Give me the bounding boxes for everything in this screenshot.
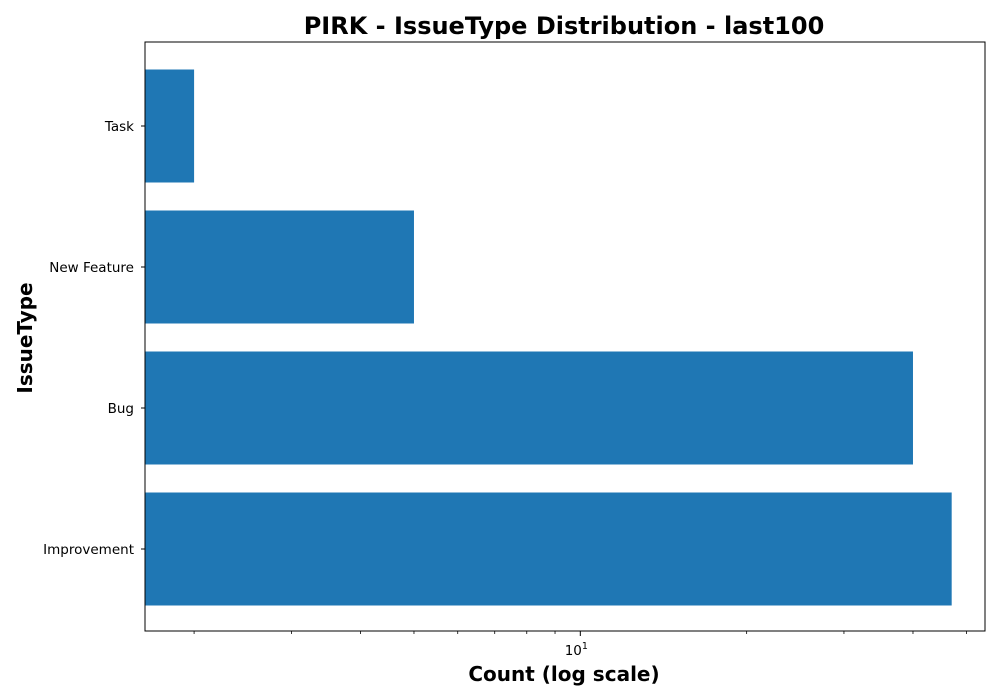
y-tick-label-task: Task xyxy=(104,119,134,135)
bar-improvement xyxy=(145,492,952,606)
y-axis-ticks: Task New Feature Bug Improvement xyxy=(43,119,145,558)
x-tick-label-major: 101 xyxy=(565,641,588,659)
x-tick-label-base: 10 xyxy=(565,643,582,659)
y-tick-label-new-feature: New Feature xyxy=(49,260,134,276)
bar-bug xyxy=(145,351,913,465)
x-tick-label-exponent: 1 xyxy=(582,641,588,652)
bars-group xyxy=(145,69,952,606)
y-axis-label: IssueType xyxy=(13,282,37,393)
bar-task xyxy=(145,69,195,183)
y-tick-label-improvement: Improvement xyxy=(43,542,134,558)
x-axis-label: Count (log scale) xyxy=(468,662,659,686)
plot-area-frame xyxy=(144,41,986,632)
y-tick-label-bug: Bug xyxy=(108,401,134,417)
bar-new-feature xyxy=(145,210,414,324)
chart-title: PIRK - IssueType Distribution - last100 xyxy=(304,12,825,40)
